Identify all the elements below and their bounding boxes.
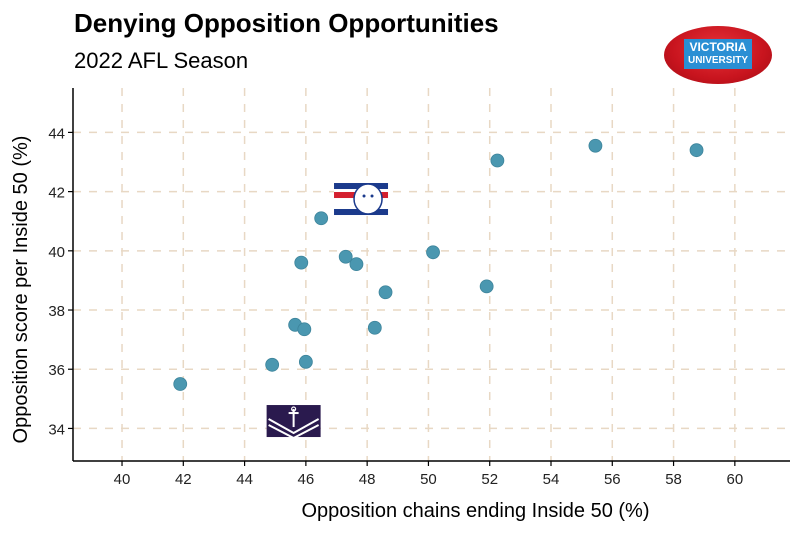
y-tick-label: 40	[48, 244, 65, 261]
data-points	[173, 138, 704, 391]
axes: 40 42 44 46 48 50 52 54 56 58 60 34 36 38 40 42 44	[48, 88, 790, 488]
team-logos	[266, 183, 389, 440]
anchor-ring	[291, 406, 297, 412]
data-point	[689, 143, 704, 158]
data-point	[426, 245, 440, 260]
fremantle-logo	[266, 405, 321, 440]
grid	[73, 88, 790, 461]
chevron	[268, 424, 320, 440]
data-point	[490, 153, 505, 168]
y-tick-label: 44	[48, 125, 65, 142]
chevron	[268, 418, 320, 435]
y-tick-label: 36	[48, 362, 65, 379]
logo-badge: VICTORIA UNIVERSITY	[684, 39, 752, 69]
x-tick-label: 44	[236, 471, 253, 488]
data-point	[479, 279, 494, 294]
victoria-university-logo: VICTORIA UNIVERSITY	[664, 22, 772, 86]
y-tick-label: 42	[48, 185, 65, 202]
x-tick-label: 60	[727, 471, 744, 488]
x-tick-label: 54	[543, 471, 560, 488]
western-bulldogs-logo	[334, 183, 389, 216]
y-tick-label: 34	[48, 421, 65, 438]
y-tick-label: 38	[48, 303, 65, 320]
x-tick-label: 50	[420, 471, 437, 488]
x-tick-label: 56	[604, 471, 621, 488]
bulldog-icon	[353, 183, 383, 215]
data-point	[298, 354, 313, 369]
bulldog-eye	[370, 194, 374, 198]
x-tick-label: 52	[481, 471, 498, 488]
x-axis-label: Opposition chains ending Inside 50 (%)	[302, 500, 650, 522]
y-axis-label: Opposition score per Inside 50 (%)	[10, 136, 32, 444]
data-point	[378, 285, 393, 300]
chart-subtitle: 2022 AFL Season	[74, 48, 249, 73]
x-tick-label: 58	[665, 471, 682, 488]
data-point	[294, 255, 309, 270]
x-tick-label: 48	[359, 471, 376, 488]
x-tick-label: 46	[298, 471, 315, 488]
data-point	[588, 138, 603, 153]
data-point	[173, 377, 188, 391]
logo-line1: VICTORIA	[689, 40, 747, 54]
x-tick-label: 42	[175, 471, 192, 488]
x-tick-label: 40	[114, 471, 131, 488]
logo-line2: UNIVERSITY	[687, 55, 748, 66]
data-point	[297, 322, 312, 337]
chart-title: Denying Opposition Opportunities	[74, 8, 499, 38]
data-point	[265, 357, 280, 372]
data-point	[349, 257, 364, 272]
data-point	[314, 211, 329, 226]
data-point	[338, 249, 353, 264]
bulldog-eye	[362, 194, 366, 198]
data-point	[367, 320, 382, 335]
